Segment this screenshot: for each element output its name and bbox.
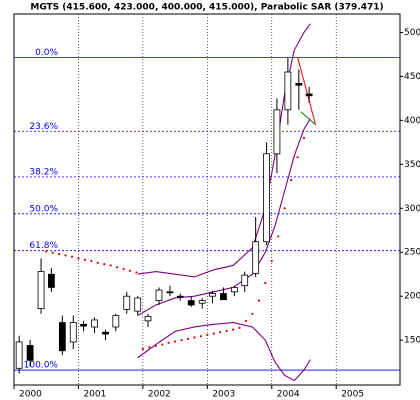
sar-dot — [161, 343, 164, 346]
sar-dot — [70, 255, 74, 258]
trendline — [297, 56, 317, 125]
candle-body — [58, 322, 66, 352]
candle-body — [47, 273, 55, 288]
candle-body — [209, 293, 216, 297]
sar-dot — [148, 346, 151, 349]
sar-dot — [109, 264, 112, 267]
y-tick-label: 400 — [404, 116, 420, 126]
candle-body — [15, 341, 23, 369]
sar-dot — [264, 281, 267, 285]
sar-dot — [193, 336, 196, 339]
sar-dot — [238, 326, 241, 329]
sar-dot — [212, 332, 215, 335]
fib-label: 0.0% — [35, 48, 58, 58]
sar-dot — [251, 312, 254, 315]
y-tick-label: 250 — [404, 248, 420, 258]
sar-dot — [289, 179, 293, 182]
sar-dot — [64, 254, 67, 257]
x-tick-label: 2005 — [341, 390, 364, 400]
fib-label: 50.0% — [29, 204, 58, 214]
sar-dot — [277, 235, 280, 238]
candle-body — [69, 322, 77, 343]
x-tick-label: 2002 — [148, 390, 171, 400]
candle-body — [198, 300, 206, 304]
sar-dot — [283, 207, 286, 210]
sar-dot — [51, 251, 54, 254]
sar-dot — [225, 329, 228, 333]
sar-dot — [58, 252, 61, 256]
fib-label: 61.8% — [29, 241, 58, 251]
sar-dot — [103, 263, 106, 266]
y-tick-label: 450 — [404, 72, 420, 82]
sar-dot — [83, 258, 86, 261]
sar-dot — [302, 136, 306, 140]
sar-dot — [154, 344, 157, 347]
sar-dot — [135, 271, 138, 274]
candle-body — [102, 331, 109, 335]
candle-body — [26, 345, 34, 361]
candle-body — [155, 289, 163, 302]
band-line — [137, 118, 311, 317]
sar-dot — [199, 335, 202, 338]
sar-dot — [45, 250, 48, 253]
y-tick-label: 200 — [404, 292, 420, 302]
candle-body — [187, 300, 195, 306]
sar-dot — [296, 156, 299, 159]
fib-label: 23.6% — [29, 122, 58, 132]
fib-label: 38.2% — [29, 167, 58, 177]
candle-body — [112, 315, 120, 328]
sar-dot — [244, 319, 248, 322]
sar-dot — [96, 261, 99, 264]
candle-body — [166, 291, 174, 294]
sar-dot — [180, 339, 183, 342]
fib-label: 100.0% — [24, 361, 59, 371]
y-tick-label: 300 — [404, 204, 420, 214]
candle-body — [284, 71, 292, 111]
sar-dot — [257, 299, 260, 302]
candle-body — [273, 109, 281, 155]
y-tick-label: 350 — [404, 160, 420, 170]
sar-dot — [206, 333, 209, 336]
candle-body — [230, 287, 238, 293]
candle-body — [305, 93, 313, 97]
sar-dot — [270, 259, 273, 263]
candle-body — [252, 241, 260, 274]
sar-dot — [77, 257, 80, 260]
band-line — [137, 322, 311, 382]
candle-body — [295, 83, 303, 86]
candle-body — [176, 295, 184, 298]
candle-body — [37, 271, 45, 309]
candle-body — [220, 293, 227, 301]
candle-body — [241, 274, 249, 287]
sar-dot — [128, 269, 132, 272]
candle-body — [263, 153, 271, 243]
sar-dot — [186, 337, 190, 340]
candle-body — [134, 297, 142, 312]
sar-dot — [174, 340, 177, 343]
candle-body — [80, 323, 87, 327]
sar-dot — [141, 347, 144, 351]
candle-body — [91, 319, 98, 328]
candle-body — [123, 295, 131, 310]
y-tick-label: 150 — [404, 336, 420, 346]
sar-dot — [167, 341, 170, 344]
sar-dot — [231, 328, 235, 331]
chart-title: MGTS (415.600, 423.000, 400.000, 415.000… — [30, 3, 383, 13]
candle-body — [144, 316, 152, 322]
sar-dot — [90, 259, 93, 263]
sar-dot — [122, 267, 125, 271]
trendline — [300, 111, 316, 126]
sar-dot — [219, 331, 222, 334]
x-tick-label: 2003 — [212, 390, 235, 400]
x-tick-label: 2001 — [83, 390, 106, 400]
y-tick-label: 500 — [404, 28, 420, 38]
sar-dot — [116, 266, 119, 269]
x-tick-label: 2004 — [277, 390, 300, 400]
x-tick-label: 2000 — [19, 390, 42, 400]
